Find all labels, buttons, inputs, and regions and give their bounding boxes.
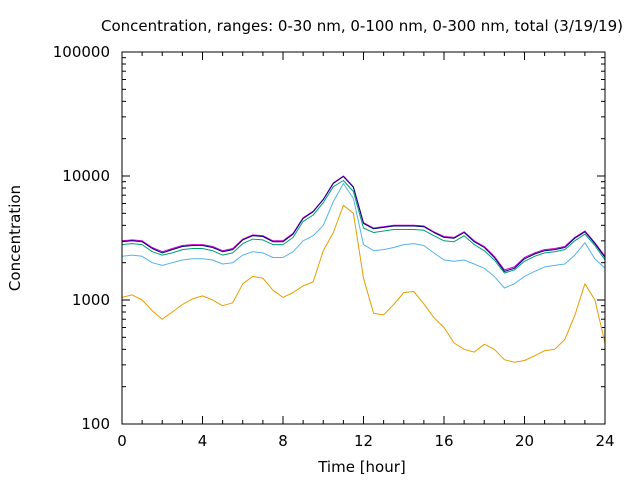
- chart-title: Concentration, ranges: 0-30 nm, 0-100 nm…: [101, 17, 623, 35]
- y-axis-label: Concentration: [6, 185, 24, 291]
- x-tick-label: 24: [595, 432, 614, 450]
- x-tick-label: 0: [117, 432, 127, 450]
- x-tick-label: 4: [198, 432, 208, 450]
- y-axis-ticks: 100 1000 10000 100000: [53, 43, 605, 433]
- y-tick-label: 100: [81, 415, 110, 433]
- x-tick-label: 20: [515, 432, 534, 450]
- x-axis-label: Time [hour]: [317, 458, 406, 476]
- x-axis-ticks: 0 4 8 12 16 20 24: [117, 52, 615, 450]
- plot-frame: [121, 51, 606, 425]
- x-tick-label: 8: [278, 432, 288, 450]
- series-line-4: [121, 183, 606, 289]
- x-tick-label: 16: [434, 432, 453, 450]
- y-tick-label: 10000: [62, 167, 110, 185]
- y-tick-label: 1000: [72, 291, 110, 309]
- series-line-5: [121, 204, 606, 363]
- series-line-3: [121, 180, 606, 274]
- series-layer: [121, 175, 606, 363]
- y-tick-label: 100000: [53, 43, 110, 61]
- series-line-2: [121, 176, 606, 272]
- x-tick-label: 12: [354, 432, 373, 450]
